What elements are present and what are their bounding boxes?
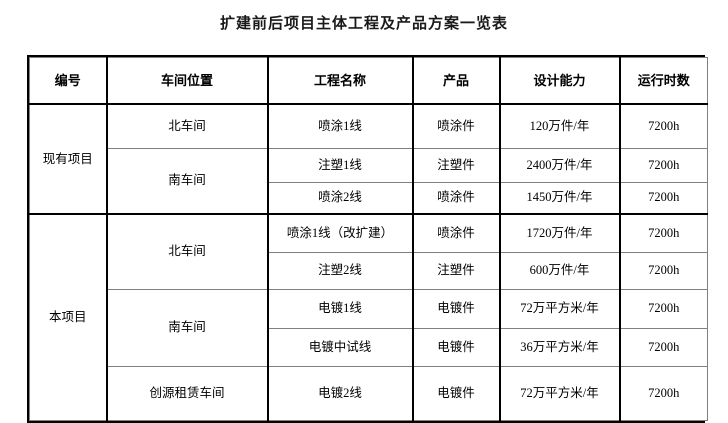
product-cell: 喷涂件	[411, 181, 500, 215]
hours-cell: 7200h	[618, 327, 708, 367]
engineering-product-table: 编号 车间位置 工程名称 产品 设计能力 运行时数 现有项目 北车间 喷涂1线 …	[29, 57, 708, 421]
project-cell: 注塑1线	[266, 147, 413, 183]
table-row: 南车间 电镀1线 电镀件 72万平方米/年 7200h	[30, 288, 708, 367]
column-header-hours: 运行时数	[618, 57, 708, 105]
capacity-cell: 1450万件/年	[498, 181, 620, 215]
project-cell: 注塑2线	[266, 251, 413, 290]
capacity-cell: 600万件/年	[498, 251, 620, 290]
hours-cell: 7200h	[618, 181, 708, 215]
shop-cell: 北车间	[105, 103, 268, 149]
project-cell: 喷涂2线	[266, 181, 413, 215]
project-cell: 喷涂1线	[266, 103, 413, 149]
hours-cell: 7200h	[618, 147, 708, 183]
capacity-cell: 120万件/年	[498, 103, 620, 149]
column-header-capacity: 设计能力	[498, 57, 620, 105]
shop-cell: 北车间	[105, 213, 268, 290]
hours-cell: 7200h	[618, 288, 708, 329]
shop-cell: 南车间	[105, 147, 268, 215]
group-label-current: 本项目	[29, 213, 107, 421]
table-row: 注塑2线 注塑件 600万件/年 7200h	[30, 251, 708, 290]
product-cell: 注塑件	[411, 251, 500, 290]
table-row: 创源租赁车间 电镀2线 电镀件 72万平方米/年 7200h	[30, 365, 708, 421]
product-cell: 注塑件	[411, 147, 500, 183]
capacity-cell: 2400万件/年	[498, 147, 620, 183]
project-cell: 喷涂1线（改扩建）	[266, 213, 413, 253]
capacity-cell: 1720万件/年	[498, 213, 620, 253]
project-cell: 电镀中试线	[266, 327, 413, 367]
capacity-cell: 72万平方米/年	[498, 365, 620, 421]
project-cell: 电镀2线	[266, 365, 413, 421]
page-title: 扩建前后项目主体工程及产品方案一览表	[219, 16, 508, 32]
hours-cell: 7200h	[618, 103, 708, 149]
table-frame: 编号 车间位置 工程名称 产品 设计能力 运行时数 现有项目 北车间 喷涂1线 …	[27, 55, 708, 423]
product-cell: 电镀件	[411, 365, 500, 421]
table-row: 本项目 北车间 喷涂1线（改扩建） 喷涂件 1720万件/年 7200h	[29, 213, 708, 421]
product-cell: 电镀件	[411, 327, 500, 367]
column-header-no: 编号	[29, 57, 107, 105]
table-row: 电镀中试线 电镀件 36万平方米/年 7200h	[30, 327, 708, 367]
product-cell: 电镀件	[411, 288, 500, 329]
project-cell: 电镀1线	[266, 288, 413, 329]
column-header-product: 产品	[411, 57, 500, 105]
table-header-row: 编号 车间位置 工程名称 产品 设计能力 运行时数	[29, 57, 708, 105]
table-row: 南车间 注塑1线 注塑件 2400万件/年 7200h	[30, 147, 708, 215]
product-cell: 喷涂件	[411, 213, 500, 253]
table-row: 现有项目 北车间 喷涂1线 喷涂件 120万件/年 7200h	[29, 103, 708, 215]
hours-cell: 7200h	[618, 365, 708, 421]
column-header-project: 工程名称	[266, 57, 413, 105]
group-label-existing: 现有项目	[29, 103, 107, 215]
hours-cell: 7200h	[618, 213, 708, 253]
shop-cell: 创源租赁车间	[105, 365, 268, 421]
table-row: 喷涂2线 喷涂件 1450万件/年 7200h	[30, 181, 708, 215]
column-header-shop: 车间位置	[105, 57, 268, 105]
shop-cell: 南车间	[105, 288, 268, 367]
capacity-cell: 36万平方米/年	[498, 327, 620, 367]
product-cell: 喷涂件	[411, 103, 500, 149]
hours-cell: 7200h	[618, 251, 708, 290]
capacity-cell: 72万平方米/年	[498, 288, 620, 329]
table-container: 编号 车间位置 工程名称 产品 设计能力 运行时数 现有项目 北车间 喷涂1线 …	[27, 55, 708, 423]
